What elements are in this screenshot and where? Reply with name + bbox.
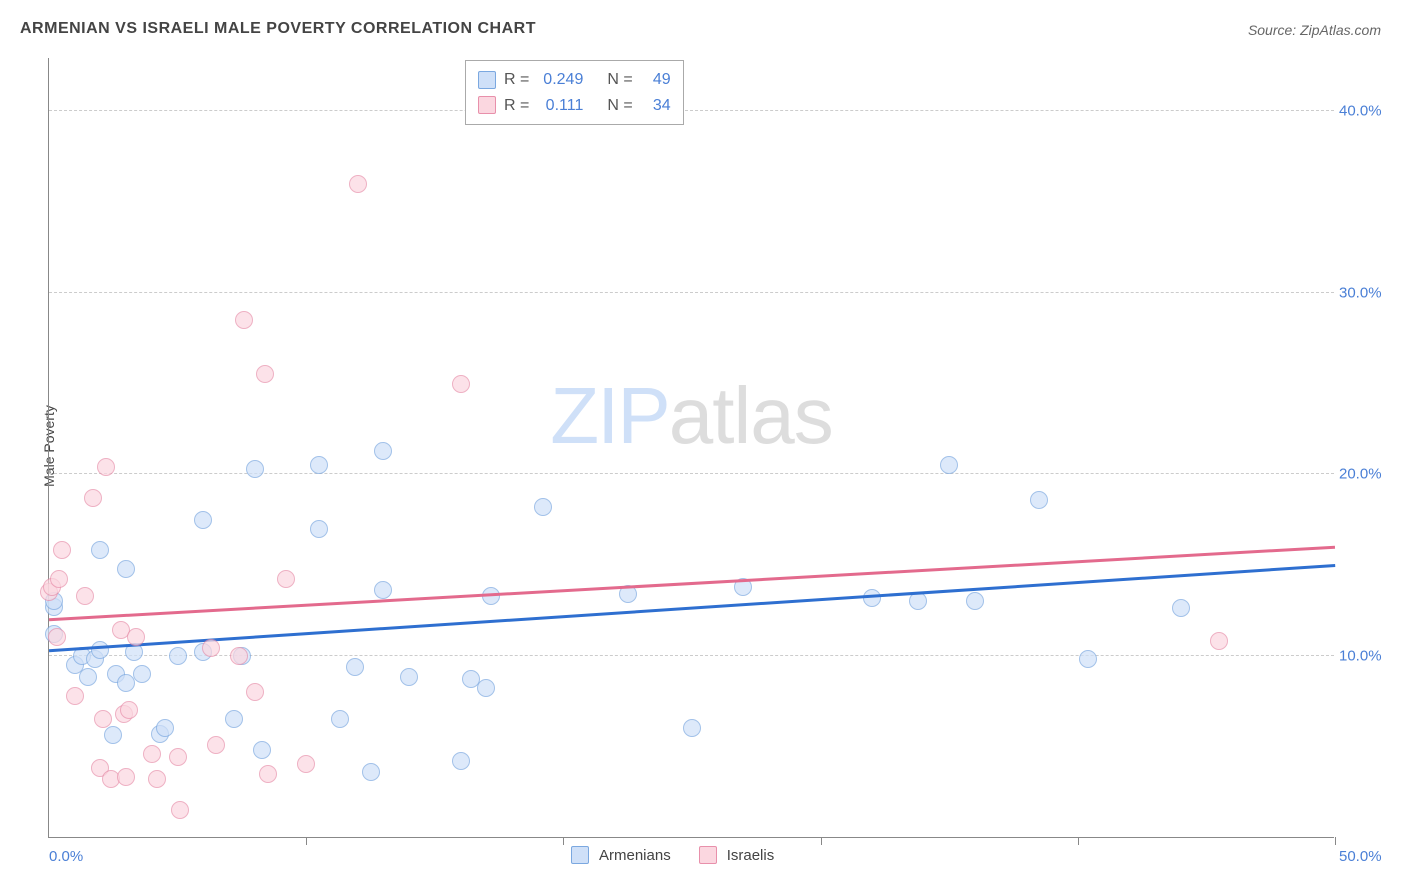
gridline	[49, 110, 1334, 111]
israeli-point	[50, 570, 68, 588]
israeli-point	[259, 765, 277, 783]
gridline	[49, 292, 1334, 293]
series-swatch	[478, 71, 496, 89]
r-label: R =	[504, 93, 529, 119]
israeli-point	[230, 647, 248, 665]
armenian-point	[117, 560, 135, 578]
israeli-point	[148, 770, 166, 788]
y-tick-label: 30.0%	[1339, 284, 1394, 301]
israeli-point	[120, 701, 138, 719]
x-tick	[821, 837, 822, 845]
armenian-point	[156, 719, 174, 737]
armenian-point	[225, 710, 243, 728]
armenian-point	[966, 592, 984, 610]
armenian-point	[169, 647, 187, 665]
stats-row: R = 0.249 N = 49	[478, 67, 671, 93]
armenian-point	[374, 442, 392, 460]
watermark-zip: ZIP	[550, 371, 668, 460]
israeli-point	[117, 768, 135, 786]
israeli-point	[246, 683, 264, 701]
armenian-point	[1079, 650, 1097, 668]
armenian-point	[91, 641, 109, 659]
armenian-point	[133, 665, 151, 683]
bottom-series-legend: Armenians Israelis	[571, 846, 792, 864]
r-value: 0.249	[537, 67, 583, 93]
legend-label: Armenians	[599, 847, 671, 864]
series-swatch	[478, 96, 496, 114]
israeli-point	[66, 687, 84, 705]
x-max-label: 50.0%	[1339, 848, 1394, 865]
israeli-point	[256, 365, 274, 383]
israeli-trend-line	[49, 546, 1335, 621]
armenian-point	[683, 719, 701, 737]
watermark-atlas: atlas	[669, 371, 833, 460]
israeli-point	[1210, 632, 1228, 650]
armenian-point	[91, 541, 109, 559]
watermark: ZIPatlas	[550, 370, 832, 462]
legend-label: Israelis	[727, 847, 775, 864]
armenian-point	[331, 710, 349, 728]
n-label: N =	[607, 93, 632, 119]
x-origin-label: 0.0%	[49, 848, 83, 865]
chart-title: ARMENIAN VS ISRAELI MALE POVERTY CORRELA…	[20, 20, 536, 38]
x-tick	[1078, 837, 1079, 845]
israeli-point	[202, 639, 220, 657]
armenian-point	[400, 668, 418, 686]
source-label: Source: ZipAtlas.com	[1248, 22, 1381, 38]
armenian-point	[194, 511, 212, 529]
legend-swatch	[699, 846, 717, 864]
israeli-point	[349, 175, 367, 193]
n-value: 49	[641, 67, 671, 93]
israeli-point	[84, 489, 102, 507]
n-label: N =	[607, 67, 632, 93]
x-tick	[1335, 837, 1336, 845]
gridline	[49, 473, 1334, 474]
plot-area: ZIPatlas 10.0%20.0%30.0%40.0%0.0%50.0%	[48, 58, 1334, 838]
armenian-point	[1030, 491, 1048, 509]
armenian-point	[374, 581, 392, 599]
israeli-point	[76, 587, 94, 605]
armenian-point	[477, 679, 495, 697]
legend-swatch	[571, 846, 589, 864]
israeli-point	[97, 458, 115, 476]
armenian-point	[1172, 599, 1190, 617]
x-tick	[563, 837, 564, 845]
israeli-point	[297, 755, 315, 773]
armenian-point	[79, 668, 97, 686]
armenian-point	[362, 763, 380, 781]
r-label: R =	[504, 67, 529, 93]
israeli-point	[171, 801, 189, 819]
israeli-point	[452, 375, 470, 393]
armenian-point	[104, 726, 122, 744]
armenian-point	[534, 498, 552, 516]
israeli-point	[94, 710, 112, 728]
israeli-point	[53, 541, 71, 559]
armenian-point	[909, 592, 927, 610]
n-value: 34	[641, 93, 671, 119]
israeli-point	[235, 311, 253, 329]
armenian-point	[253, 741, 271, 759]
stats-legend-box: R = 0.249 N = 49 R = 0.111 N = 34	[465, 60, 684, 125]
israeli-point	[207, 736, 225, 754]
stats-row: R = 0.111 N = 34	[478, 93, 671, 119]
y-tick-label: 20.0%	[1339, 466, 1394, 483]
armenian-point	[452, 752, 470, 770]
y-tick-label: 10.0%	[1339, 647, 1394, 664]
armenian-point	[310, 456, 328, 474]
israeli-point	[48, 628, 66, 646]
israeli-point	[127, 628, 145, 646]
armenian-point	[346, 658, 364, 676]
armenian-point	[246, 460, 264, 478]
r-value: 0.111	[537, 93, 583, 119]
y-tick-label: 40.0%	[1339, 103, 1394, 120]
armenian-point	[940, 456, 958, 474]
israeli-point	[143, 745, 161, 763]
armenian-point	[310, 520, 328, 538]
x-tick	[306, 837, 307, 845]
israeli-point	[277, 570, 295, 588]
israeli-point	[169, 748, 187, 766]
